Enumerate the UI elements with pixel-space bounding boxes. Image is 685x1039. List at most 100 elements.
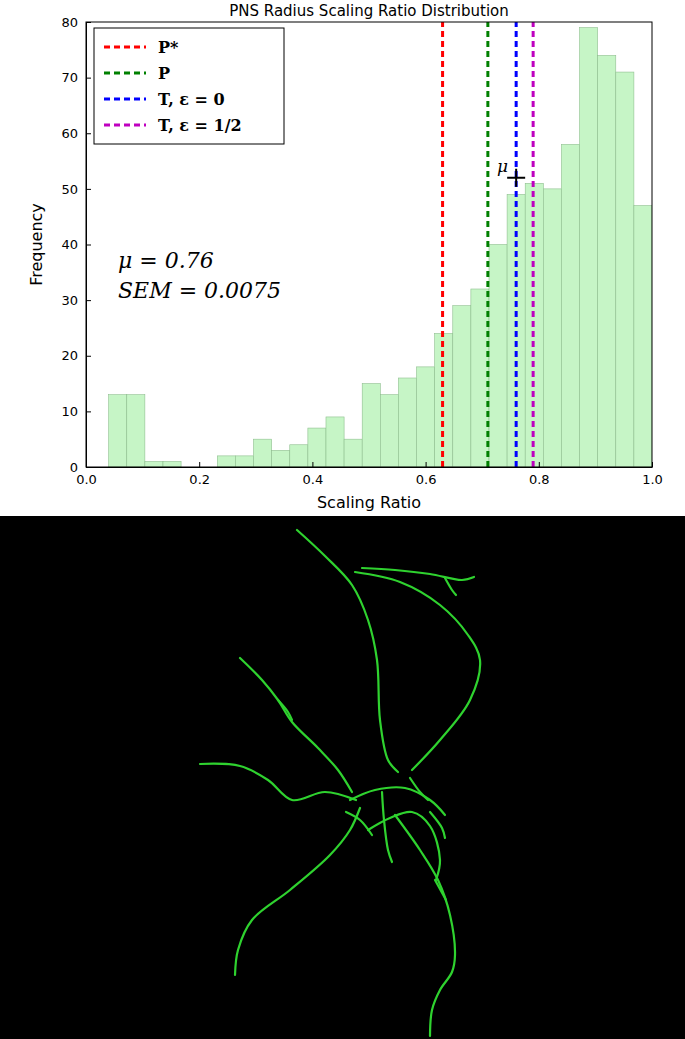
neuron-branch (350, 787, 445, 815)
legend-label: T, ε = 0 (158, 90, 225, 109)
y-tick-mark (86, 356, 91, 357)
histogram-bar (616, 72, 634, 467)
legend-swatch (104, 98, 146, 101)
neuron-branch (410, 778, 428, 800)
histogram-bar (598, 55, 616, 467)
histogram-bar (272, 450, 290, 467)
histogram-bar (145, 461, 163, 467)
x-tick-label: 0.2 (189, 472, 210, 487)
histogram-bar (127, 395, 145, 467)
x-tick-label: 0.6 (416, 472, 437, 487)
y-tick-mark (86, 467, 91, 468)
y-tick-mark (86, 133, 91, 134)
neuron-branch (346, 812, 372, 835)
reference-line (515, 22, 518, 467)
histogram-bar (326, 417, 344, 467)
legend-label: P* (158, 38, 179, 57)
x-axis: 0.0 0.2 0.4 0.6 0.8 1.0 (76, 462, 663, 487)
legend-label: T, ε = 1/2 (158, 116, 242, 135)
x-axis-title: Scaling Ratio (317, 493, 421, 512)
x-tick: 1.0 (642, 462, 663, 487)
y-tick-label: 10 (61, 404, 78, 419)
histogram-bar (634, 206, 652, 467)
x-tick-label: 0.8 (529, 472, 550, 487)
histogram-bar (217, 456, 235, 467)
y-tick: 50 (61, 182, 91, 197)
neuron-branch (355, 572, 480, 770)
x-tick-mark (426, 462, 427, 467)
legend-swatch (104, 46, 146, 49)
y-axis: 01020304050607080 (61, 15, 91, 475)
x-tick-mark (539, 462, 540, 467)
neuron-branch (235, 808, 360, 975)
histogram-bar (543, 189, 561, 467)
chart-title: PNS Radius Scaling Ratio Distribution (229, 2, 509, 20)
y-tick-label: 0 (70, 460, 78, 475)
mean-marker (507, 169, 525, 187)
y-tick-mark (86, 411, 91, 412)
y-tick-label: 60 (61, 126, 78, 141)
y-tick-mark (86, 189, 91, 190)
histogram-bar (235, 456, 253, 467)
x-axis-line (87, 467, 653, 468)
x-tick: 0.6 (416, 462, 437, 487)
mean-marker-v (515, 169, 517, 187)
y-tick-label: 20 (61, 348, 78, 363)
histogram-bar (109, 395, 127, 467)
neuron-branch (445, 578, 456, 595)
neuron-branch (200, 764, 356, 801)
legend-label: P (158, 64, 170, 83)
y-tick: 0 (70, 460, 91, 475)
histogram-bar (471, 289, 489, 467)
x-tick: 0.4 (303, 462, 324, 487)
y-tick-mark (86, 22, 91, 23)
x-tick-mark (312, 462, 313, 467)
y-tick-label: 70 (61, 70, 78, 85)
neuron-image-background (0, 516, 685, 1039)
x-tick-mark (199, 462, 200, 467)
histogram-bar (362, 384, 380, 467)
histogram-bar (380, 395, 398, 467)
y-tick: 80 (61, 15, 91, 30)
reference-line (441, 22, 444, 467)
mean-label: μ (497, 156, 508, 176)
background (0, 0, 685, 1039)
legend: P* P T, ε = 0 T, ε = 1/2 (94, 28, 284, 144)
neuron-branch (382, 792, 392, 862)
annotation: μ = 0.76 (118, 248, 214, 273)
neuron-branch (368, 812, 440, 880)
histogram-bar (163, 461, 181, 467)
legend-swatch (104, 72, 146, 75)
y-tick-label: 80 (61, 15, 78, 30)
y-tick: 10 (61, 404, 91, 419)
y-tick: 60 (61, 126, 91, 141)
x-tick-label: 0.4 (303, 472, 324, 487)
histogram-bar (489, 245, 507, 468)
neuron-branch (435, 880, 446, 900)
histogram-bar (254, 439, 272, 467)
x-tick: 0.2 (189, 462, 210, 487)
y-tick-label: 30 (61, 293, 78, 308)
x-tick-mark (652, 462, 653, 467)
histogram-bar (580, 28, 598, 467)
annotation: SEM = 0.0075 (118, 278, 281, 303)
reference-line (532, 22, 535, 467)
neuron-tracing (200, 530, 480, 1036)
y-tick-label: 50 (61, 182, 78, 197)
plot-frame (86, 22, 652, 467)
histogram-bar (290, 445, 308, 467)
neuron-branch (240, 658, 352, 792)
histogram-bar (417, 367, 435, 467)
histogram-bar (453, 306, 471, 467)
histogram-bar (561, 144, 579, 467)
y-tick-mark (86, 78, 91, 79)
x-tick: 0.8 (529, 462, 550, 487)
y-tick: 70 (61, 70, 91, 85)
legend-box (94, 28, 284, 144)
histogram-bar (398, 378, 416, 467)
y-axis-title: Frequency (27, 203, 46, 286)
x-tick-label: 0.0 (76, 472, 97, 487)
histogram-bar (344, 439, 362, 467)
figure: μ0.00.20.40.60.81.001020304050607080PNS … (0, 0, 685, 1039)
reference-line (486, 22, 489, 467)
